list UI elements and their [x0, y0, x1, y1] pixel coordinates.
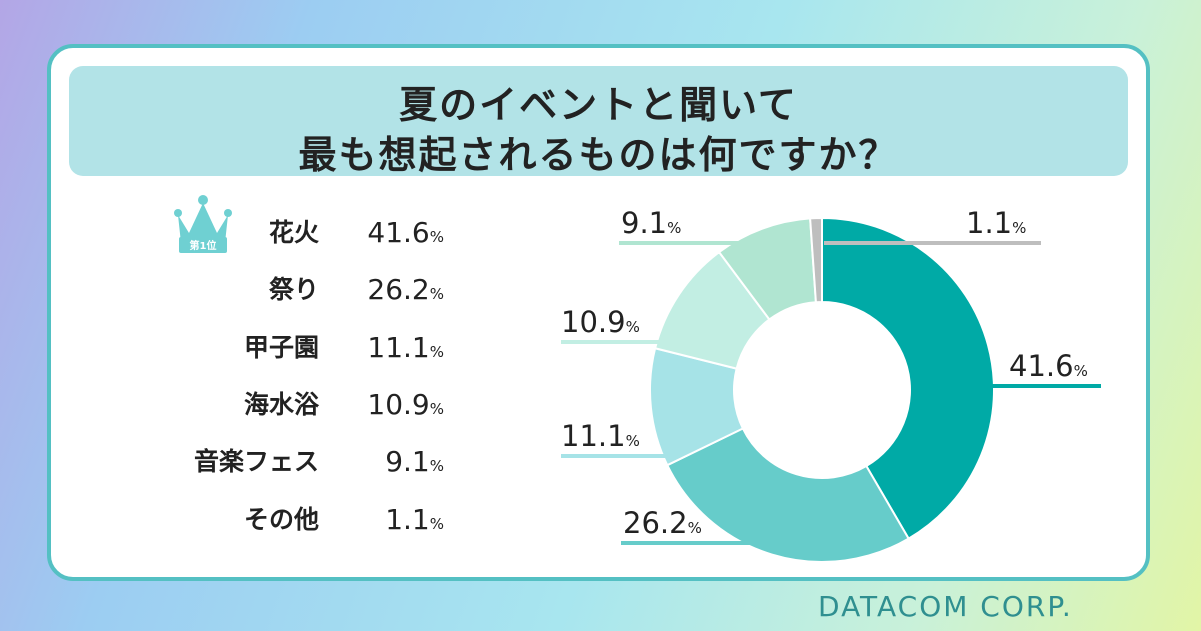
- chart-card: 夏のイベントと聞いて 最も想起されるものは何ですか？ 第1位 花火 41.6% 祭り…: [47, 44, 1150, 581]
- donut-slice: [665, 427, 910, 563]
- legend-percent-sign: %: [429, 285, 444, 303]
- slice-value-label: 26.2%: [623, 506, 702, 540]
- legend-label: 祭り: [268, 275, 319, 304]
- legend-row: その他 1.1%: [51, 500, 471, 540]
- slice-percent-sign: %: [626, 318, 640, 336]
- legend-row: 海水浴 10.9%: [51, 385, 471, 425]
- slice-value-number: 10.9: [561, 305, 626, 339]
- title-band: 夏のイベントと聞いて 最も想起されるものは何ですか？: [69, 66, 1128, 177]
- legend-percent-sign: %: [429, 228, 444, 246]
- legend-value-number: 41.6: [367, 216, 430, 249]
- legend-value: 10.9%: [356, 385, 444, 429]
- legend-label: 海水浴: [243, 390, 319, 419]
- legend-value-number: 26.2: [367, 273, 430, 306]
- legend-value-number: 9.1: [385, 445, 430, 478]
- slice-value-label: 1.1%: [966, 206, 1026, 240]
- legend-percent-sign: %: [429, 515, 444, 533]
- legend-label: その他: [243, 505, 319, 534]
- rank-badge-text: 第1位: [190, 239, 217, 252]
- legend-value: 9.1%: [356, 442, 444, 486]
- slice-value-number: 1.1: [966, 206, 1012, 240]
- legend-percent-sign: %: [429, 400, 444, 418]
- legend-value-number: 11.1: [367, 331, 430, 364]
- slice-value-number: 9.1: [621, 206, 667, 240]
- chart-title-line-2: 最も想起されるものは何ですか？: [298, 133, 899, 177]
- legend-value: 11.1%: [356, 328, 444, 372]
- legend-value: 26.2%: [356, 270, 444, 314]
- legend-row: 花火 41.6%: [51, 213, 471, 253]
- legend-percent-sign: %: [429, 343, 444, 361]
- legend-label: 音楽フェス: [193, 447, 319, 476]
- donut-slice: [821, 216, 995, 540]
- slice-value-label: 41.6%: [1009, 349, 1088, 383]
- legend-label: 花火: [268, 218, 319, 247]
- slice-percent-sign: %: [626, 432, 640, 450]
- slice-value-number: 26.2: [623, 506, 688, 540]
- legend-value: 41.6%: [356, 213, 444, 257]
- slice-percent-sign: %: [667, 219, 681, 237]
- legend-label: 甲子園: [243, 333, 319, 362]
- legend-row: 音楽フェス 9.1%: [51, 442, 471, 482]
- brand-logo-text: DATACOM CORP.: [818, 590, 1073, 623]
- slice-value-label: 11.1%: [561, 419, 640, 453]
- slice-value-number: 11.1: [561, 419, 626, 453]
- donut-slice: [809, 216, 823, 304]
- legend-percent-sign: %: [429, 457, 444, 475]
- legend-value-number: 1.1: [385, 503, 430, 536]
- legend-value: 1.1%: [356, 500, 444, 544]
- slice-value-number: 41.6: [1009, 349, 1074, 383]
- slice-value-label: 9.1%: [621, 206, 681, 240]
- slice-value-label: 10.9%: [561, 305, 640, 339]
- crown-icon: 第1位: [174, 195, 232, 253]
- slice-percent-sign: %: [1074, 362, 1088, 380]
- slice-percent-sign: %: [1012, 219, 1026, 237]
- legend-value-number: 10.9: [367, 388, 430, 421]
- donut-chart: 41.6%26.2%11.1%10.9%9.1% 1.1%: [561, 206, 1101, 563]
- chart-title-line-1: 夏のイベントと聞いて: [399, 83, 798, 127]
- slice-percent-sign: %: [688, 519, 702, 537]
- legend-row: 祭り 26.2%: [51, 270, 471, 310]
- legend-row: 甲子園 11.1%: [51, 328, 471, 368]
